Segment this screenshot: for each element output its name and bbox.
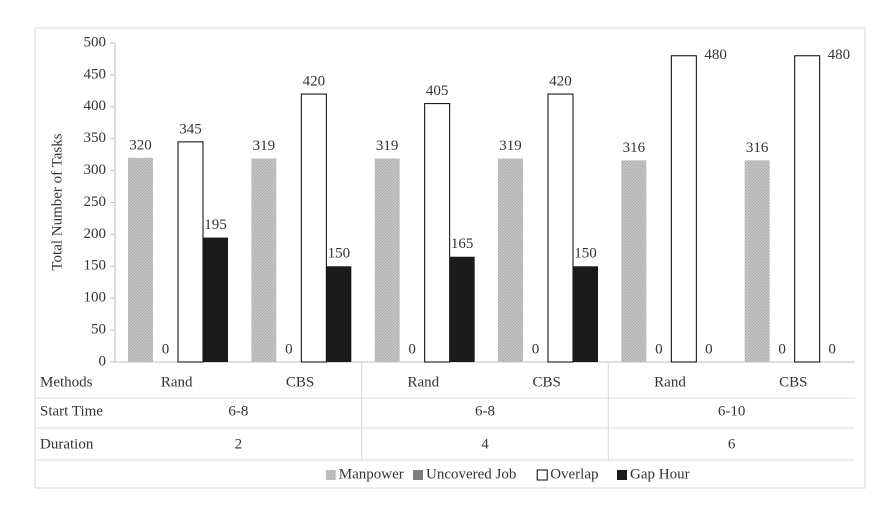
group-label: 6-8 [475, 403, 495, 419]
x-tick-label: Rand [654, 374, 686, 390]
data-label: 420 [303, 73, 326, 89]
group-label: 4 [481, 436, 489, 452]
bar [326, 266, 352, 362]
data-label: 405 [426, 83, 449, 99]
row-label: Start Time [40, 403, 103, 419]
group-label: 6-10 [718, 403, 746, 419]
legend-swatch [325, 470, 336, 480]
bar [670, 55, 697, 363]
data-label: 420 [549, 73, 572, 89]
data-label: 319 [253, 138, 276, 154]
data-label: 319 [376, 138, 399, 154]
x-tick-label: CBS [286, 374, 314, 390]
bar [300, 93, 327, 363]
group-label: 6 [728, 436, 736, 452]
data-label: 165 [451, 236, 474, 252]
data-label: 0 [408, 341, 416, 357]
y-tick-label: 250 [84, 194, 107, 210]
y-tick-label: 350 [84, 130, 107, 146]
legend-label: Manpower [339, 466, 404, 482]
bar [621, 160, 647, 362]
y-tick-label: 200 [84, 226, 107, 242]
bar [374, 158, 400, 362]
bar [573, 266, 598, 362]
data-label: 320 [129, 137, 152, 153]
row-label: Duration [40, 436, 94, 452]
data-label: 345 [179, 121, 202, 137]
bar [251, 158, 277, 362]
bar [744, 160, 770, 362]
legend-swatch [536, 469, 548, 481]
data-label: 316 [623, 140, 646, 156]
x-tick-label: CBS [532, 374, 560, 390]
legend-label: Overlap [550, 466, 598, 482]
x-tick-label: Rand [161, 374, 193, 390]
row-label: Methods [40, 374, 93, 390]
bar [498, 158, 523, 362]
legend-swatch [617, 470, 627, 480]
bar [794, 55, 821, 363]
data-label: 0 [705, 341, 713, 357]
data-label: 319 [499, 138, 522, 154]
y-tick-label: 100 [84, 290, 107, 306]
y-tick-label: 0 [99, 353, 107, 369]
data-label: 0 [655, 341, 663, 357]
y-axis-label: Total Number of Tasks [49, 133, 65, 270]
data-label: 316 [746, 140, 769, 156]
legend-swatch [413, 470, 423, 480]
x-tick-label: Rand [407, 374, 439, 390]
data-label: 0 [828, 341, 836, 357]
y-tick-label: 400 [84, 98, 107, 114]
legend-label: Uncovered Job [426, 466, 516, 482]
data-label: 150 [574, 246, 597, 262]
group-label: 6-8 [228, 403, 248, 419]
chart-frame [34, 27, 866, 489]
y-tick-label: 500 [84, 34, 107, 50]
data-label: 480 [704, 47, 727, 63]
data-label: 0 [778, 341, 786, 357]
legend-label: Gap Hour [630, 466, 690, 482]
bar [449, 256, 475, 362]
group-label: 2 [235, 436, 243, 452]
bar [203, 237, 228, 362]
data-label: 150 [328, 246, 351, 262]
y-tick-label: 50 [91, 322, 106, 338]
data-label: 0 [532, 341, 540, 357]
data-label: 480 [828, 47, 851, 63]
x-tick-label: CBS [779, 374, 807, 390]
bar [128, 157, 153, 362]
data-label: 195 [204, 217, 227, 233]
bar [424, 103, 451, 363]
y-tick-label: 300 [84, 162, 107, 178]
y-tick-label: 150 [84, 258, 107, 274]
bar [177, 141, 204, 363]
data-label: 0 [162, 341, 170, 357]
y-tick-label: 450 [84, 66, 107, 82]
data-label: 0 [285, 341, 293, 357]
bar [547, 93, 574, 363]
